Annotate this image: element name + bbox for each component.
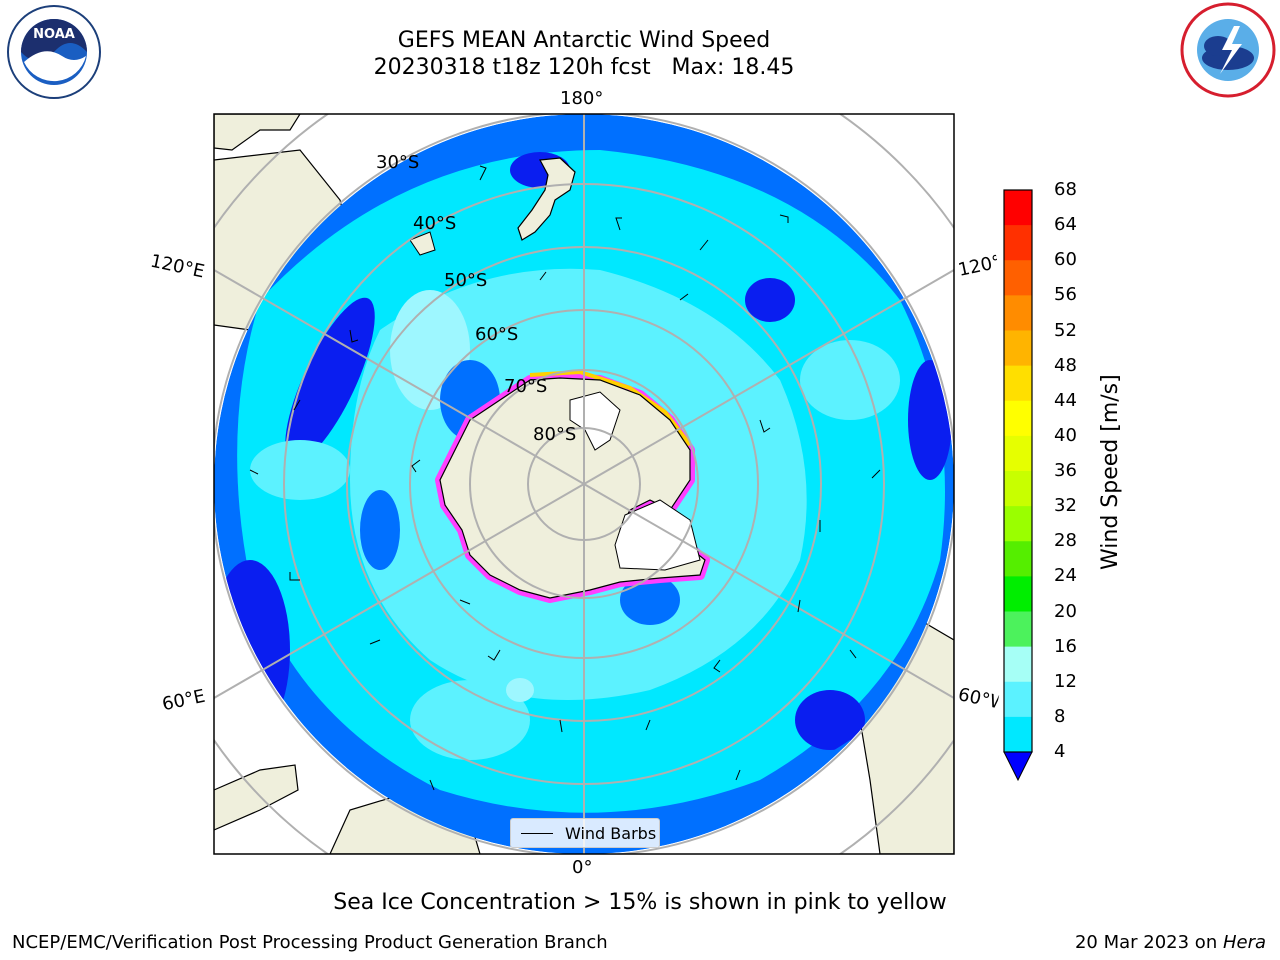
colorbar-segment bbox=[1004, 611, 1032, 648]
colorbar-segment bbox=[1004, 471, 1032, 507]
colorbar-tick-label: 12 bbox=[1054, 670, 1077, 692]
colorbar-segment bbox=[1004, 295, 1032, 331]
noaa-logo-icon: NOAA bbox=[7, 5, 101, 99]
colorbar-tick-label: 44 bbox=[1054, 389, 1077, 411]
colorbar-tick-label: 48 bbox=[1054, 354, 1077, 376]
colorbar-segment bbox=[1004, 541, 1032, 577]
chart-subtitle: 20230318 t18z 120h fcst Max: 18.45 bbox=[373, 55, 795, 80]
land-australia-top bbox=[214, 114, 301, 151]
caption: Sea Ice Concentration > 15% is shown in … bbox=[333, 890, 947, 915]
land-madagascar bbox=[214, 764, 299, 831]
colorbar-label: Wind Speed [m/s] bbox=[1098, 374, 1123, 570]
footer-date: 20 Mar 2023 on Hera bbox=[1075, 932, 1266, 953]
legend-label: Wind Barbs bbox=[565, 823, 657, 843]
colorbar-segment bbox=[1004, 400, 1032, 437]
colorbar-frame bbox=[1003, 189, 1033, 753]
nws-logo-icon bbox=[1180, 2, 1276, 98]
colorbar-segment bbox=[1004, 716, 1032, 753]
colorbar-segment bbox=[1004, 435, 1032, 472]
lon-label-180: 180° bbox=[560, 88, 604, 109]
colorbar-segment bbox=[1004, 646, 1032, 683]
lon-label-0: 0° bbox=[572, 857, 593, 878]
colorbar-tick-label: 56 bbox=[1054, 284, 1077, 306]
colorbar-tick-label: 52 bbox=[1054, 319, 1077, 341]
land-tasmania bbox=[409, 231, 436, 256]
colorbar-tick-label: 68 bbox=[1054, 179, 1077, 200]
wind-barb-legend-line bbox=[521, 832, 553, 834]
colorbar-segment bbox=[1004, 225, 1032, 261]
noaa-logo-text: NOAA bbox=[33, 27, 75, 42]
colorbar-tick-label: 16 bbox=[1054, 635, 1077, 657]
colorbar-segment bbox=[1004, 506, 1032, 542]
colorbar-segment bbox=[1004, 576, 1032, 612]
colorbar-tick-label: 24 bbox=[1054, 565, 1077, 587]
colorbar-tick-label: 64 bbox=[1054, 214, 1077, 236]
colorbar-tick-label: 40 bbox=[1054, 424, 1077, 446]
lat-label-70s: 70°S bbox=[504, 376, 548, 397]
footer-credit: NCEP/EMC/Verification Post Processing Pr… bbox=[12, 932, 608, 953]
colorbar-tick-label: 8 bbox=[1054, 705, 1066, 727]
sea-ice-dense bbox=[529, 369, 692, 447]
chart-title: GEFS MEAN Antarctic Wind Speed bbox=[397, 28, 771, 53]
colorbar-segment bbox=[1004, 330, 1032, 367]
colorbar bbox=[1003, 189, 1033, 782]
graticule bbox=[213, 114, 955, 854]
colorbar-tick-label: 20 bbox=[1054, 600, 1077, 622]
colorbar-tick-label: 36 bbox=[1054, 460, 1077, 481]
colorbar-segment bbox=[1004, 260, 1032, 296]
colorbar-segment bbox=[1004, 681, 1032, 718]
lat-label-40s: 40°S bbox=[413, 213, 457, 234]
colorbar-extend bbox=[1003, 751, 1033, 782]
colorbar-tick-label: 4 bbox=[1054, 741, 1066, 762]
ross-ice-shelf bbox=[569, 391, 621, 451]
land-new-zealand bbox=[517, 157, 576, 241]
lat-label-80s: 80°S bbox=[533, 424, 577, 445]
weddell-ice-shelf bbox=[614, 499, 701, 571]
colorbar-tick-label: 60 bbox=[1054, 249, 1077, 271]
map-frame bbox=[213, 113, 955, 855]
footer-date-text: 20 Mar 2023 on bbox=[1074, 932, 1223, 953]
map-legend: Wind Barbs bbox=[510, 818, 660, 848]
colorbar-tick-label: 32 bbox=[1054, 495, 1077, 517]
lat-label-30s: 30°S bbox=[376, 152, 420, 173]
footer-host: Hera bbox=[1222, 932, 1266, 953]
wind-barbs bbox=[249, 165, 881, 791]
lat-label-50s: 50°S bbox=[444, 270, 488, 291]
lat-label-60s: 60°S bbox=[475, 324, 519, 345]
colorbar-segment bbox=[1004, 365, 1032, 402]
colorbar-tick-label: 28 bbox=[1054, 530, 1077, 552]
colorbar-segment bbox=[1004, 190, 1032, 226]
